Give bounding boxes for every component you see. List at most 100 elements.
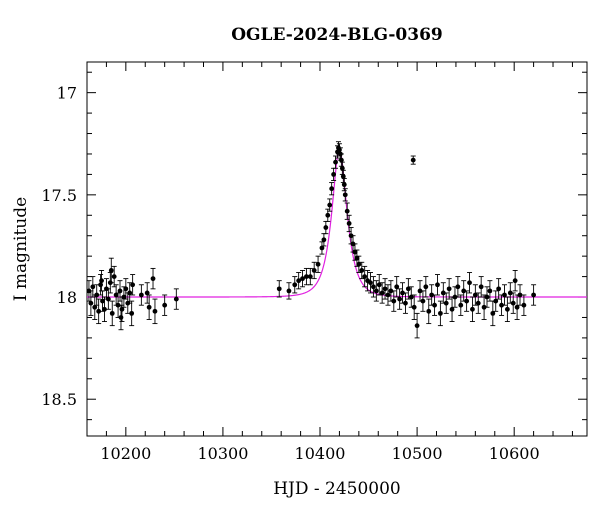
data-point xyxy=(397,288,403,310)
data-point xyxy=(507,282,513,304)
x-tick-label: 10200 xyxy=(100,444,151,463)
data-point xyxy=(130,274,136,296)
data-point xyxy=(496,278,502,300)
point-marker xyxy=(467,280,472,286)
data-point xyxy=(469,296,475,323)
data-point xyxy=(420,290,426,312)
data-point xyxy=(311,261,317,280)
point-marker xyxy=(452,294,458,300)
point-marker xyxy=(391,298,397,304)
point-marker xyxy=(388,288,394,294)
point-marker xyxy=(102,306,107,312)
y-tick-label: 17 xyxy=(57,84,77,103)
data-point xyxy=(342,188,348,202)
point-marker xyxy=(342,192,348,198)
data-point xyxy=(382,278,388,300)
point-marker xyxy=(517,292,523,298)
point-marker xyxy=(512,278,518,284)
data-point xyxy=(400,282,406,304)
data-point xyxy=(458,294,464,316)
data-point xyxy=(379,282,385,304)
point-marker xyxy=(382,286,388,292)
data-point xyxy=(92,294,98,320)
data-point xyxy=(434,274,440,296)
point-marker xyxy=(356,261,362,267)
point-marker xyxy=(129,310,135,316)
point-marker xyxy=(286,288,292,294)
point-marker xyxy=(510,300,516,306)
point-marker xyxy=(117,288,123,294)
data-point xyxy=(437,300,443,327)
x-tick-label: 10400 xyxy=(295,444,346,463)
point-marker xyxy=(338,157,344,163)
point-marker xyxy=(403,300,408,306)
point-marker xyxy=(496,286,502,292)
point-marker xyxy=(130,282,136,288)
data-point xyxy=(286,282,292,300)
point-marker xyxy=(296,278,302,284)
data-point xyxy=(138,284,144,306)
point-marker xyxy=(352,249,358,255)
data-points-layer xyxy=(86,141,537,339)
point-marker xyxy=(417,288,423,294)
point-marker xyxy=(108,268,114,273)
point-marker xyxy=(100,298,105,304)
point-marker xyxy=(344,208,350,214)
axis-ticks xyxy=(86,62,587,436)
y-tick-label: 17.5 xyxy=(41,186,77,205)
point-marker xyxy=(121,294,127,300)
point-marker xyxy=(105,296,111,302)
point-marker xyxy=(514,304,520,310)
data-point xyxy=(504,296,510,323)
data-point xyxy=(521,294,527,316)
point-marker xyxy=(162,302,168,308)
point-marker xyxy=(507,290,513,296)
data-point xyxy=(315,255,321,273)
point-marker xyxy=(455,284,461,290)
data-point xyxy=(414,312,420,339)
point-marker xyxy=(446,286,452,292)
point-marker xyxy=(470,306,475,312)
data-point xyxy=(339,161,345,175)
data-point xyxy=(96,298,102,325)
point-marker xyxy=(346,221,352,226)
data-point xyxy=(362,265,368,288)
point-marker xyxy=(311,268,317,273)
point-marker xyxy=(111,274,117,279)
data-point xyxy=(173,288,179,310)
point-marker xyxy=(173,296,179,302)
point-marker xyxy=(408,294,414,300)
data-point xyxy=(510,292,516,314)
data-point xyxy=(472,284,478,306)
point-marker xyxy=(304,274,309,279)
data-point xyxy=(300,270,306,288)
data-point xyxy=(150,267,156,290)
data-point xyxy=(370,276,376,298)
point-marker xyxy=(327,202,333,208)
point-marker xyxy=(493,298,499,304)
point-marker xyxy=(475,300,481,306)
point-marker xyxy=(437,310,443,316)
point-marker xyxy=(502,292,507,298)
point-marker xyxy=(478,284,484,290)
point-marker xyxy=(88,300,94,306)
data-point xyxy=(446,278,452,300)
point-marker xyxy=(531,292,537,298)
point-marker xyxy=(150,276,156,282)
data-point xyxy=(303,267,309,286)
data-point xyxy=(276,280,282,298)
data-point xyxy=(99,270,105,292)
chart-title: OGLE-2024-BLG-0369 xyxy=(231,25,443,45)
x-tick-label: 10500 xyxy=(392,444,443,463)
point-marker xyxy=(461,288,467,294)
data-point xyxy=(327,198,333,212)
data-point xyxy=(391,290,397,312)
data-point xyxy=(499,294,505,316)
point-marker xyxy=(371,284,376,290)
data-point xyxy=(356,255,362,273)
point-marker xyxy=(443,300,449,306)
data-point xyxy=(292,276,298,294)
data-point xyxy=(146,294,152,320)
point-marker xyxy=(115,302,121,308)
point-marker xyxy=(481,304,487,310)
